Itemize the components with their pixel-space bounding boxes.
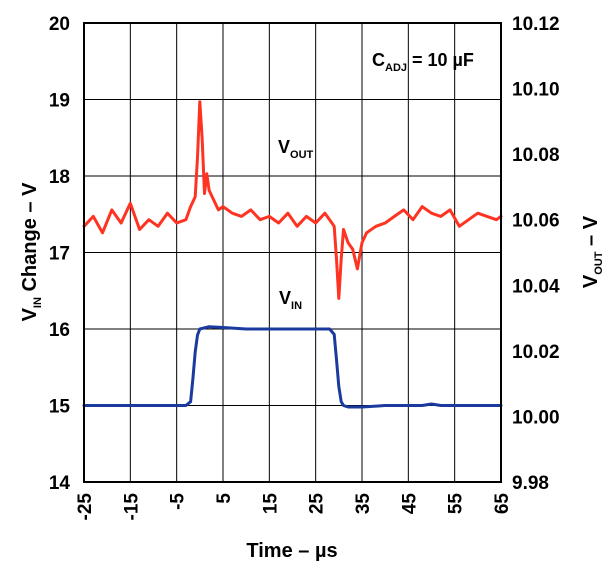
x-tick-label: -5 (168, 493, 189, 510)
y-right-title-main: V (580, 274, 602, 288)
y-right-title-rest: – V (580, 215, 602, 251)
y-left-title-rest: Change – V (19, 182, 41, 297)
x-tick-label: 65 (492, 493, 513, 515)
y-left-tick-label: 15 (49, 397, 71, 418)
plot-series (82, 100, 503, 409)
vin-label-sub: IN (291, 300, 302, 312)
vout-label-main: V (278, 137, 290, 157)
series-line-v-in (82, 325, 503, 409)
y-right-title-sub: OUT (593, 251, 605, 275)
series-line-v-out (82, 100, 503, 300)
y-right-tick-label: 10.08 (512, 145, 560, 166)
plot-frame (83, 22, 502, 483)
y-left-tick-label: 14 (49, 473, 71, 494)
x-tick-label: 55 (446, 493, 467, 515)
cadj-sub: ADJ (385, 62, 407, 74)
y-left-title-main: V (19, 307, 41, 321)
y-right-tick-labels: 9.98 10.00 10.02 10.04 10.06 10.08 10.10 10.12 (512, 14, 560, 494)
y-left-tick-label: 19 (49, 91, 70, 112)
y-left-tick-label: 20 (49, 14, 70, 35)
vout-label-sub: OUT (290, 149, 314, 161)
y-right-tick-label: 10.04 (512, 276, 560, 297)
cadj-main: C (372, 50, 385, 70)
cadj-annotation: CADJ = 10 µF (372, 50, 474, 74)
x-tick-label: -15 (121, 493, 142, 521)
x-tick-label: 25 (307, 493, 328, 515)
vin-series-label: VIN (279, 288, 302, 312)
y-left-axis-title: VIN Change – V (19, 182, 44, 321)
cadj-rest: = 10 µF (407, 50, 474, 70)
x-tick-label: 5 (214, 493, 235, 504)
grid (84, 23, 501, 482)
y-left-tick-label: 16 (49, 320, 70, 341)
y-left-title-sub: IN (32, 297, 44, 308)
y-right-tick-label: 10.02 (512, 342, 560, 363)
y-left-tick-label: 17 (49, 244, 70, 265)
y-right-tick-label: 10.12 (512, 14, 560, 35)
x-tick-labels: -25 -15 -5 5 15 25 35 45 55 65 (75, 493, 513, 521)
vin-label-main: V (279, 288, 291, 308)
y-left-tick-labels: 14 15 16 17 18 19 20 (49, 14, 71, 494)
x-axis-title: Time – µs (246, 540, 337, 562)
y-right-tick-label: 10.10 (512, 80, 560, 101)
x-tick-label: 35 (353, 493, 374, 515)
y-right-tick-label: 10.00 (512, 407, 560, 428)
x-tick-label: -25 (75, 493, 96, 521)
y-left-tick-label: 18 (49, 167, 70, 188)
y-right-tick-label: 9.98 (512, 473, 549, 494)
vout-series-label: VOUT (278, 137, 314, 161)
x-tick-label: 45 (399, 493, 420, 515)
y-right-axis-title: VOUT – V (580, 215, 605, 288)
x-tick-label: 15 (260, 493, 281, 515)
y-right-tick-label: 10.06 (512, 211, 560, 232)
